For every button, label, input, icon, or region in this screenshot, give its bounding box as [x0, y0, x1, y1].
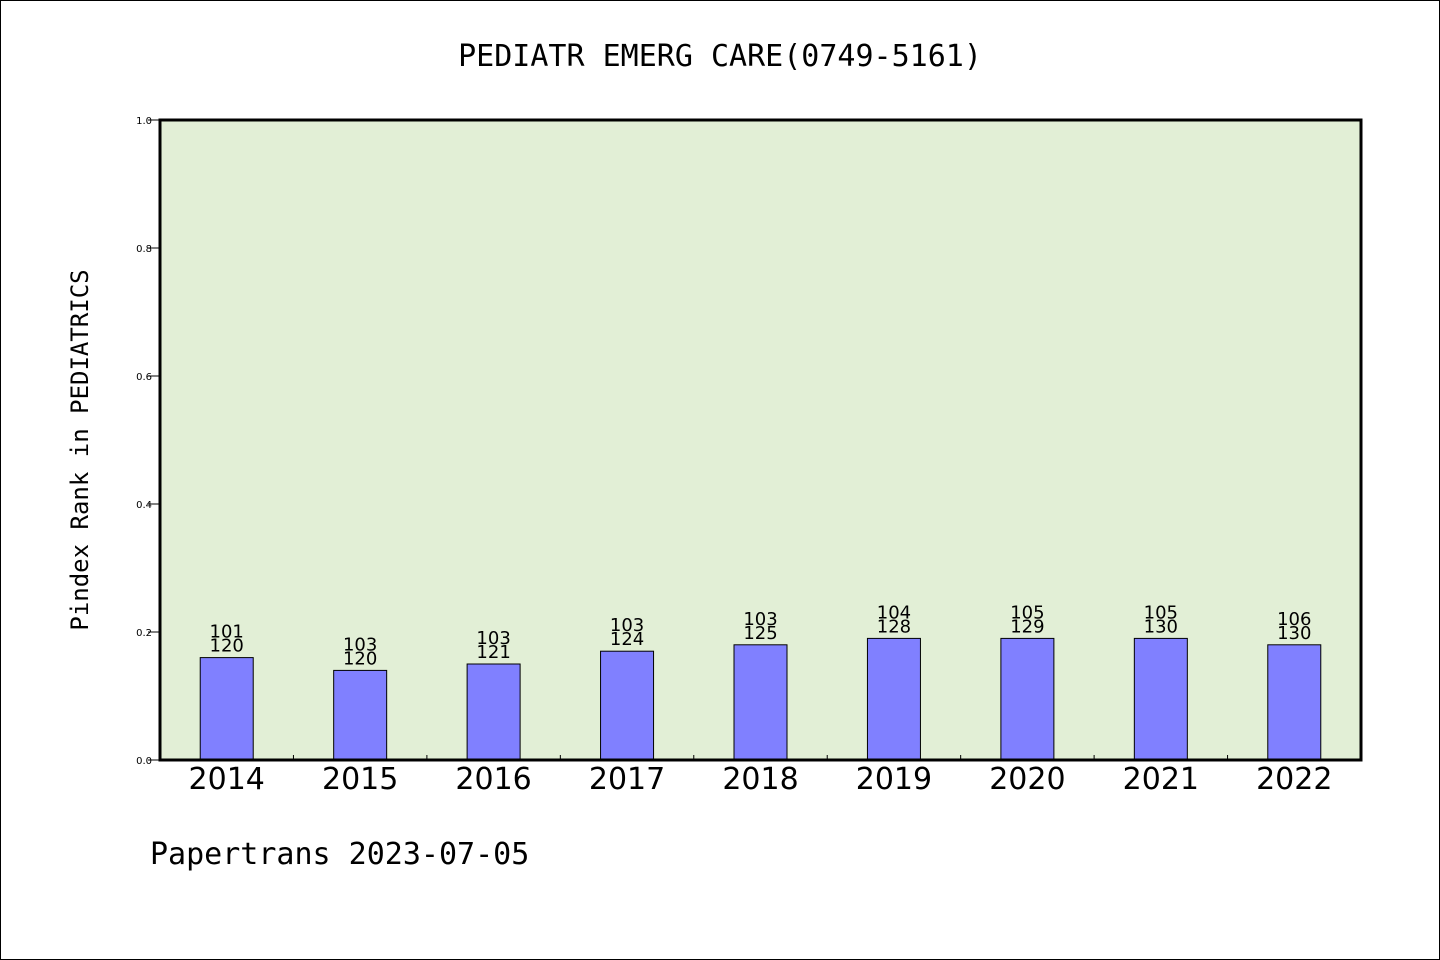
x-tick-label: 2021 — [1123, 762, 1199, 797]
bar-2016 — [466, 663, 521, 761]
y-tick-label: 0.8 — [136, 244, 152, 255]
bar-total-label: 121 — [476, 642, 510, 663]
bar-rank-label: 105 — [1144, 602, 1178, 623]
x-tick-label: 2016 — [455, 762, 531, 797]
chart-title: PEDIATR EMERG CARE(0749-5161) — [458, 39, 982, 74]
x-tick-label: 2014 — [189, 762, 265, 797]
bar-rank-label: 103 — [343, 634, 377, 655]
bar-2019 — [866, 637, 921, 761]
x-tick-label: 2020 — [989, 762, 1065, 797]
y-axis-label: Pindex Rank in PEDIATRICS — [66, 269, 94, 630]
bar-2018 — [733, 644, 788, 761]
bar-2022 — [1267, 644, 1322, 761]
x-tick-label: 2017 — [589, 762, 665, 797]
bar-total-label: 130 — [1144, 616, 1178, 637]
bar-rank-label: 103 — [743, 609, 777, 630]
x-tick-label: 2015 — [322, 762, 398, 797]
y-tick-label: 1.0 — [136, 116, 152, 127]
y-tick-label: 0.2 — [136, 628, 152, 639]
footer-text: Papertrans 2023-07-05 — [150, 837, 529, 872]
bar-2021 — [1133, 637, 1188, 761]
x-tick-label: 2018 — [722, 762, 798, 797]
bar-rank-label: 104 — [877, 602, 911, 623]
bar-2017 — [600, 650, 655, 761]
bar-total-label: 129 — [1010, 616, 1044, 637]
x-tick-label: 2019 — [856, 762, 932, 797]
bar-rank-label: 105 — [1010, 602, 1044, 623]
x-axis: 2014 2015 2016 2017 2018 2019 2020 2021 2022 — [189, 755, 1332, 797]
y-axis: 0.0 0.2 0.4 0.6 0.8 1.0 — [136, 116, 160, 767]
bar-total-label: 130 — [1277, 623, 1311, 644]
bar-total-label: 120 — [210, 636, 244, 657]
bar-total-label: 125 — [743, 623, 777, 644]
bar-2020 — [1000, 637, 1055, 761]
bar-2015 — [333, 669, 388, 761]
y-tick-label: 0.4 — [136, 500, 152, 511]
bar-rank-label: 101 — [210, 622, 244, 643]
bar-total-label: 120 — [343, 648, 377, 669]
x-tick-label: 2022 — [1256, 762, 1332, 797]
plot-border — [158, 118, 1363, 762]
y-tick-label: 0.6 — [136, 372, 152, 383]
bar-rank-label: 103 — [610, 615, 644, 636]
y-tick-label: 0.0 — [136, 756, 152, 767]
bars-group — [199, 637, 1322, 761]
bar-2014 — [199, 657, 254, 761]
bar-rank-label: 106 — [1277, 609, 1311, 630]
bar-total-label: 128 — [877, 616, 911, 637]
bar-rank-label: 103 — [476, 628, 510, 649]
bar-total-label: 124 — [610, 629, 644, 650]
